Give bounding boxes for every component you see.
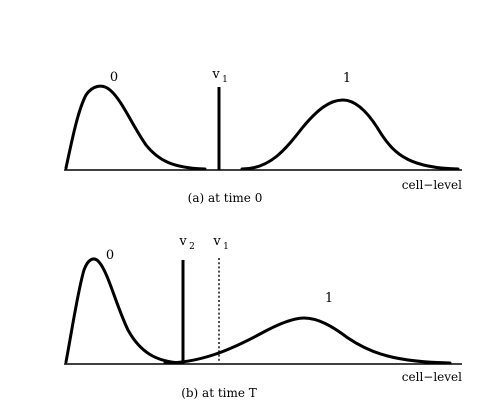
panel-a-label-0: 0 bbox=[110, 70, 118, 85]
panel-b-curve-1 bbox=[163, 316, 452, 365]
panel-b-caption: (b) at time T bbox=[181, 386, 257, 400]
panel-b-threshold-new-sub: 2 bbox=[189, 242, 195, 252]
panel-a-curve-1 bbox=[240, 98, 460, 171]
panel-a-threshold-sub: 1 bbox=[222, 75, 228, 85]
panel-b-curve-0 bbox=[64, 257, 184, 365]
panel-b-threshold-new-letter: v bbox=[178, 234, 187, 249]
panel-a-label-1: 1 bbox=[343, 71, 351, 86]
panel-a: 0 1 v 1 cell−level (a) at time 0 bbox=[64, 67, 462, 205]
panel-a-threshold-letter: v bbox=[211, 67, 220, 82]
panel-b-label-0: 0 bbox=[106, 248, 114, 263]
panel-b-threshold-old-letter: v bbox=[212, 234, 221, 249]
panel-b-threshold-old-sub: 1 bbox=[223, 242, 229, 252]
panel-a-curve-0 bbox=[64, 84, 207, 171]
panel-a-axis-label: cell−level bbox=[402, 178, 462, 192]
panel-a-caption: (a) at time 0 bbox=[188, 191, 263, 205]
panel-b: 0 1 v 2 v 1 cell−level (b) at time T bbox=[64, 234, 462, 400]
panel-b-label-1: 1 bbox=[325, 291, 333, 306]
panel-b-axis-label: cell−level bbox=[402, 370, 462, 384]
